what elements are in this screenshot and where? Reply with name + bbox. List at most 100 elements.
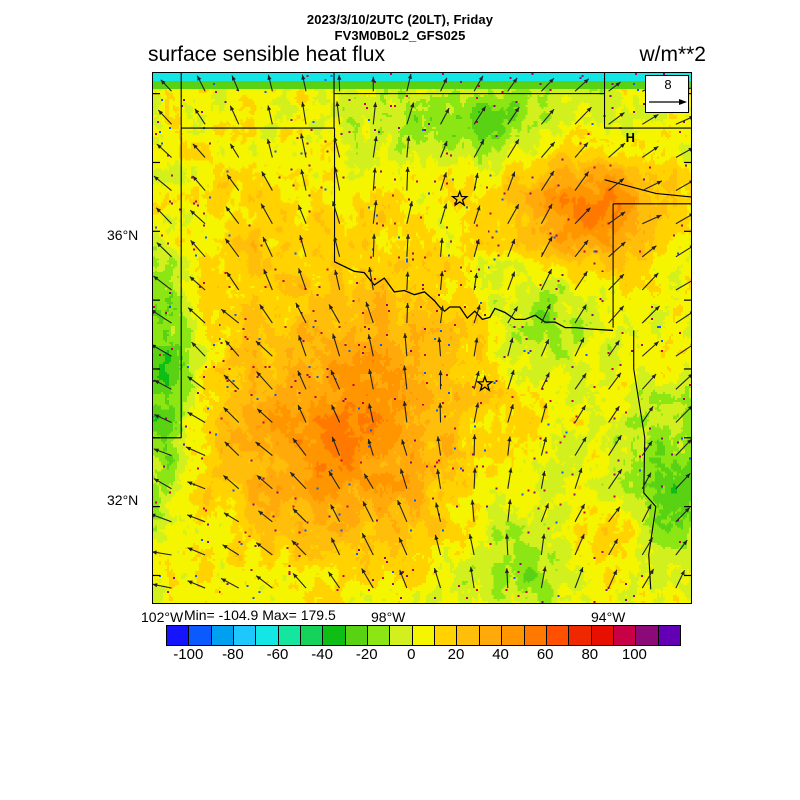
wind-vector-head xyxy=(578,467,583,473)
wind-vector xyxy=(675,345,691,357)
colorbar-cell-7 xyxy=(323,626,346,645)
wind-vector-head xyxy=(547,269,552,275)
wind-vector-head xyxy=(653,114,659,119)
wind-vector xyxy=(675,374,691,390)
colorbar-cell-18 xyxy=(569,626,592,645)
wind-vector-head xyxy=(481,106,486,112)
colorbar xyxy=(166,625,681,646)
pressure-high-label: H xyxy=(626,130,635,145)
wind-vector-head xyxy=(472,467,477,473)
wind-vector-head xyxy=(187,481,193,486)
wind-vector-head xyxy=(476,205,481,211)
wind-vector-head xyxy=(227,174,232,180)
wind-vector-head xyxy=(399,468,405,474)
wind-vector-head xyxy=(439,237,444,243)
border-path xyxy=(603,73,691,129)
model-name: FV3M0B0L2_GFS025 xyxy=(334,28,466,43)
wind-vector-head xyxy=(433,568,438,574)
wind-vector-head xyxy=(653,272,659,278)
wind-vector-head xyxy=(410,102,415,108)
wind-vector-head xyxy=(541,470,546,476)
wind-vector-head xyxy=(256,371,262,377)
wind-vector-head xyxy=(508,467,513,473)
wind-vector-head xyxy=(266,138,271,144)
wind-vector-head xyxy=(399,537,403,543)
wind-vector-head xyxy=(620,241,626,247)
wind-vector-head xyxy=(298,204,303,211)
wind-vector-head xyxy=(154,380,160,385)
map-overlay: H xyxy=(153,73,691,590)
wind-vector xyxy=(675,312,691,324)
wind-vector-head xyxy=(476,304,481,310)
wind-vector-head xyxy=(368,403,373,409)
wind-vector-head xyxy=(619,178,625,183)
map-plot-area[interactable]: H 8 xyxy=(152,72,692,604)
wind-vector-head xyxy=(580,533,585,540)
wind-vector-head xyxy=(405,271,410,277)
axis-label-lon-98: 98°W xyxy=(371,609,406,625)
wind-vector-head xyxy=(647,504,652,510)
wind-vector-head xyxy=(440,305,445,311)
wind-vector-head xyxy=(688,147,691,152)
wind-vector-head xyxy=(549,109,555,115)
axis-label-lat-32: 32°N xyxy=(107,492,139,508)
wind-vector-head xyxy=(337,74,342,80)
wind-vector-head xyxy=(504,568,510,574)
wind-vector-head xyxy=(687,439,691,444)
min-max-annotation: Min= -104.9 Max= 179.5 xyxy=(184,607,336,623)
wind-vector-head xyxy=(583,78,589,84)
wind-vector-head xyxy=(197,75,202,81)
wind-vector-head xyxy=(153,448,159,453)
wind-vector-head xyxy=(371,233,377,239)
wind-vector xyxy=(675,214,691,225)
colorbar-cell-21 xyxy=(636,626,659,645)
wind-vector-head xyxy=(685,473,691,479)
colorbar-tick-labels: -100 -80 -60 -40 -20 0 20 40 60 80 100 xyxy=(166,646,679,666)
wind-vector-head xyxy=(504,533,510,539)
wind-vector-head xyxy=(187,376,193,381)
wind-vector-head xyxy=(185,446,192,451)
wind-vector-head xyxy=(187,580,193,585)
wind-vector-head xyxy=(300,169,305,175)
wind-vector-head xyxy=(399,569,404,576)
wind-vector-head xyxy=(292,508,298,514)
wind-vector-head xyxy=(617,435,622,441)
wind-vector-head xyxy=(468,533,473,540)
wind-vector-head xyxy=(613,538,618,545)
wind-vector-head xyxy=(550,142,555,148)
city-star-icon xyxy=(450,189,469,207)
wind-vector-head xyxy=(511,171,516,177)
wind-vector-head xyxy=(258,510,264,516)
wind-vector-head xyxy=(333,235,338,242)
wind-vector-head xyxy=(156,207,162,213)
wind-vector-head xyxy=(225,206,231,212)
wind-vector-head xyxy=(328,571,333,577)
wind-vector-head xyxy=(509,337,514,343)
wind-vector-head xyxy=(474,337,479,343)
wind-vector-head xyxy=(680,570,685,576)
wind-vector-head xyxy=(586,107,592,113)
colorbar-cell-9 xyxy=(368,626,391,645)
wind-vector-head xyxy=(153,344,157,349)
wind-vector-head xyxy=(297,370,302,376)
wind-vector-head xyxy=(223,475,229,481)
wind-vector-head xyxy=(475,402,480,408)
colorbar-cell-0 xyxy=(167,626,190,645)
wind-vector-head xyxy=(192,143,198,149)
wind-vector-head xyxy=(438,402,443,408)
wind-vector-head xyxy=(192,175,198,181)
wind-vector-head xyxy=(362,501,368,507)
wind-vector-head xyxy=(188,307,194,313)
wind-vector-head xyxy=(582,437,587,443)
wind-vector-head xyxy=(226,272,232,278)
wind-vector-head xyxy=(689,245,691,248)
wind-vector-head xyxy=(232,75,236,81)
wind-vector-head xyxy=(405,166,410,172)
wind-vector-head xyxy=(510,369,515,376)
colorbar-tick--20: -20 xyxy=(355,646,378,663)
wind-vector-head xyxy=(261,203,266,209)
colorbar-cell-22 xyxy=(658,626,680,645)
wind-vector-head xyxy=(397,500,402,506)
wind-vector-head xyxy=(651,373,657,379)
axis-label-lon-102: 102°W xyxy=(141,609,184,625)
